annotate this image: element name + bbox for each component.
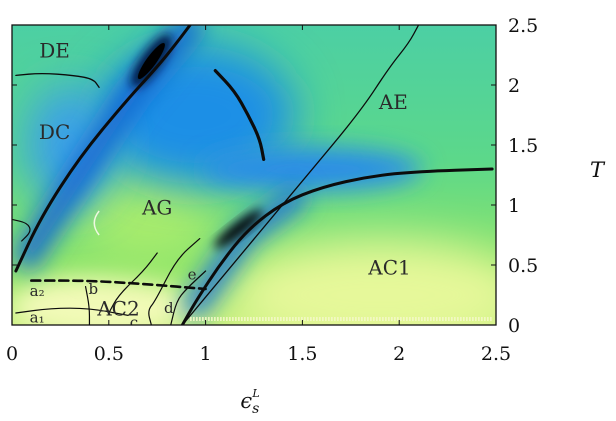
- plot-area: DE DC AG AE AC1 AC2 a₁ a₂ b c de: [12, 25, 496, 331]
- region-label: c: [130, 313, 138, 331]
- region-label: AG: [141, 196, 172, 220]
- boundary-a1-a2-line: [15, 307, 129, 316]
- region-label: b: [89, 280, 99, 298]
- heat-low-zone: [229, 240, 496, 325]
- heat-low-zone: [12, 277, 190, 325]
- heat-peak-core: [137, 42, 165, 80]
- y-tick-label: 1: [508, 195, 520, 217]
- boundary-left-wave: [12, 218, 31, 242]
- boundary-isolated-segment: [213, 69, 266, 161]
- y-tick-label: 1.5: [508, 135, 538, 157]
- boundary-inner-line-1: [84, 286, 91, 325]
- region-label: DE: [39, 38, 70, 62]
- boundary-lower-boundary-thick: [180, 167, 494, 325]
- x-tick-label: 2: [393, 343, 405, 365]
- x-tick-label: 0.5: [94, 343, 124, 365]
- region-label: a₁: [30, 309, 45, 327]
- y-axis-title: T: [590, 158, 606, 182]
- x-tick-label: 1.5: [287, 343, 317, 365]
- y-tick-label: 0: [508, 315, 520, 337]
- y-tick-label: 0.5: [508, 255, 538, 277]
- boundary-upper-boundary-thick: [14, 25, 192, 273]
- phase-boundaries: [12, 25, 494, 325]
- x-axis: 0 0.5 1 1.5 2 2.5: [6, 25, 511, 365]
- y-axis: 0 0.5 1 1.5 2 2.5: [12, 15, 538, 337]
- boundary-arc-mark: [93, 210, 100, 236]
- y-tick-label: 2.5: [508, 15, 538, 37]
- boundary-de-dc-boundary: [15, 72, 100, 89]
- region-label: a₂: [30, 282, 45, 300]
- y-tick-label: 2: [508, 75, 520, 97]
- region-label: d: [164, 299, 174, 317]
- boundary-inner-line-2: [148, 238, 201, 325]
- heat-mid-zone: [77, 172, 218, 262]
- heat-peak-core: [214, 209, 263, 249]
- x-tick-label: 2.5: [481, 343, 511, 365]
- boundary-ae-boundary-thin: [181, 25, 420, 325]
- plot-frame: [11, 24, 497, 326]
- region-labels: DE DC AG AE AC1 AC2 a₁ a₂ b c de: [30, 38, 411, 331]
- boundary-inner-line-3: [170, 270, 207, 325]
- x-axis-title: ϵsL: [240, 387, 259, 417]
- x-tick-label: 0: [6, 343, 18, 365]
- region-label: AE: [378, 90, 408, 114]
- boundary-ag-ac2-line: [108, 252, 158, 314]
- region-label: AC2: [96, 296, 139, 320]
- region-label: DC: [39, 120, 70, 144]
- region-label: AC1: [367, 256, 410, 280]
- boundary-dashed-line: [30, 279, 207, 291]
- x-tick-label: 1: [200, 343, 212, 365]
- region-label: e: [188, 265, 197, 283]
